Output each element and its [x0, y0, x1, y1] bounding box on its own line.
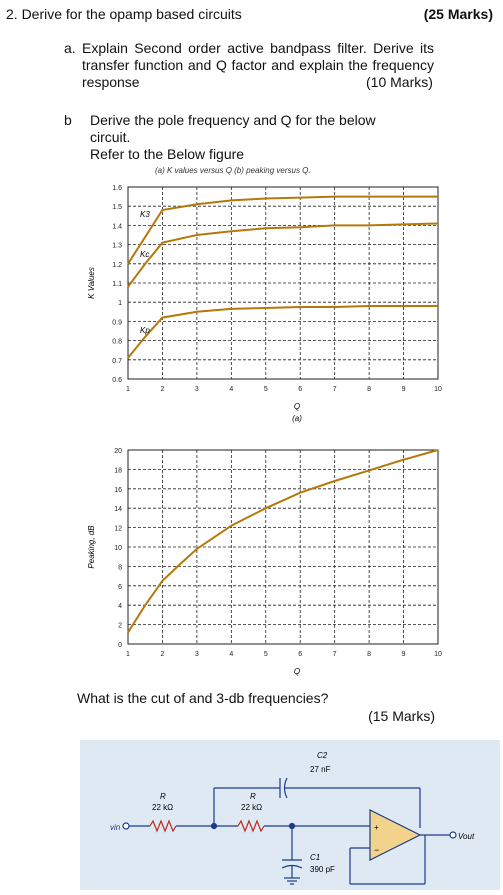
y-axis-label: K Values	[87, 267, 96, 299]
x-tick-label: 4	[229, 386, 233, 393]
x-tick-label: 4	[229, 651, 233, 658]
c2-value: 27 nF	[310, 765, 331, 774]
y-tick-label: 1.2	[112, 262, 122, 269]
y-tick-label: 1.4	[112, 223, 122, 230]
y-tick-label: 14	[114, 506, 122, 513]
y-tick-label: 0.7	[112, 358, 122, 365]
series-label-kp: Kp	[140, 326, 150, 335]
x-tick-label: 3	[195, 651, 199, 658]
y-tick-label: 6	[118, 584, 122, 591]
x-tick-label: 7	[333, 386, 337, 393]
x-tick-label: 6	[298, 651, 302, 658]
x-tick-label: 8	[367, 651, 371, 658]
x-tick-label: 2	[160, 386, 164, 393]
question-heading: 2. Derive for the opamp based circuits	[6, 6, 242, 22]
x-tick-label: 6	[298, 386, 302, 393]
y-tick-label: 1	[118, 300, 122, 307]
x-tick-label: 10	[434, 651, 442, 658]
x-tick-label: 5	[264, 651, 268, 658]
y-tick-label: 16	[114, 487, 122, 494]
x-tick-label: 8	[367, 386, 371, 393]
circuit-schematic: vin R 22 kΩ R 22 kΩ C2 27 nF C1 390 pF +…	[80, 740, 500, 890]
vin-label: vin	[110, 823, 121, 832]
figure-caption: (a) K values versus Q (b) peaking versus…	[155, 166, 311, 175]
series-label-kc: Kc	[140, 250, 149, 259]
x-tick-label: 2	[160, 651, 164, 658]
y-axis-label: Peaking, dB	[87, 525, 96, 569]
y-tick-label: 2	[118, 623, 122, 630]
x-tick-label: 10	[434, 386, 442, 393]
y-tick-label: 12	[114, 526, 122, 533]
c1-label: C1	[310, 853, 320, 862]
y-tick-label: 10	[114, 545, 122, 552]
y-tick-label: 0.9	[112, 319, 122, 326]
part-a-marks: (10 Marks)	[366, 74, 433, 90]
figure-sublabel: (a)	[292, 414, 302, 423]
part-b-label: b	[64, 112, 72, 128]
r1-value: 22 kΩ	[152, 803, 173, 812]
question-marks: (25 Marks)	[424, 6, 493, 22]
y-tick-label: 1.6	[112, 185, 122, 192]
part-b-ref: Refer to the Below figure	[90, 146, 244, 162]
x-tick-label: 1	[126, 386, 130, 393]
opamp-minus: −	[374, 845, 379, 855]
opamp-plus: +	[374, 823, 379, 832]
y-tick-label: 20	[114, 448, 122, 455]
series-label-k3: K3	[140, 210, 150, 219]
r1-label: R	[160, 792, 166, 801]
chart-k-values: 0.6 0.7 0.8 0.9 1 1.1 1.2 1.3 1.4 1.5 1.6 1 2 3 4 5 6 7 8 9…	[0, 175, 503, 435]
y-tick-label: 8	[118, 564, 122, 571]
part-c-marks: (15 Marks)	[368, 708, 435, 724]
part-c-text: What is the cut of and 3-db frequencies?	[77, 690, 328, 706]
x-tick-label: 9	[402, 651, 406, 658]
x-tick-label: 3	[195, 386, 199, 393]
y-tick-label: 18	[114, 467, 122, 474]
part-a-label: a.	[64, 40, 76, 56]
y-tick-label: 0.8	[112, 339, 122, 346]
x-tick-label: 9	[402, 386, 406, 393]
r1-resistor	[150, 821, 176, 831]
c2-label: C2	[317, 751, 328, 760]
r2-value: 22 kΩ	[241, 803, 262, 812]
r2-label: R	[250, 792, 256, 801]
x-axis-label: Q	[294, 402, 300, 411]
x-tick-label: 5	[264, 386, 268, 393]
circuit-diagram: vin R 22 kΩ R 22 kΩ C2 27 nF C1 390 pF +…	[80, 740, 500, 890]
y-tick-label: 1.5	[112, 204, 122, 211]
y-tick-label: 0	[118, 642, 122, 649]
r2-resistor	[238, 821, 264, 831]
vout-terminal	[450, 832, 456, 838]
x-axis-label: Q	[294, 667, 300, 676]
y-tick-label: 1.1	[112, 281, 122, 288]
vin-terminal	[123, 823, 129, 829]
x-tick-label: 7	[333, 651, 337, 658]
part-b-text: Derive the pole frequency and Q for the …	[90, 112, 410, 146]
c1-value: 390 pF	[310, 865, 335, 874]
y-tick-label: 0.6	[112, 377, 122, 384]
x-tick-label: 1	[126, 651, 130, 658]
y-tick-label: 1.3	[112, 243, 122, 250]
y-tick-label: 4	[118, 603, 122, 610]
vout-label: Vout	[458, 832, 475, 841]
